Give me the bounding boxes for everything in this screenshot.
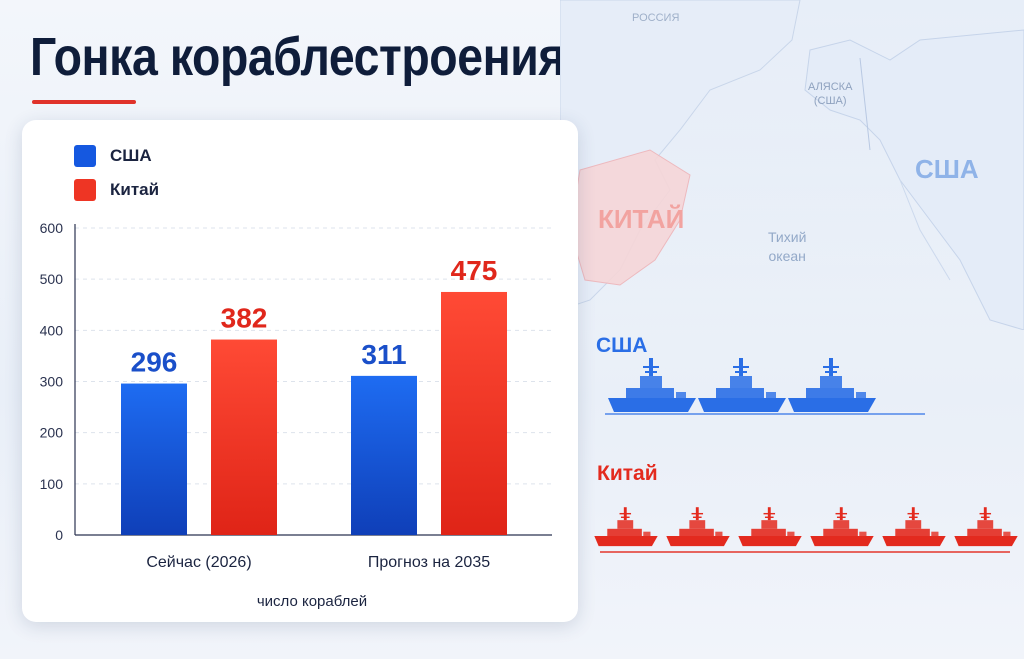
- fleet-label-usa: США: [596, 334, 648, 357]
- legend-item-china: Китай: [74, 176, 159, 204]
- y-tick-label-500: 500: [40, 271, 64, 287]
- bar-usa-0: [121, 383, 187, 535]
- y-tick-label-200: 200: [40, 425, 64, 441]
- legend-label-china: Китай: [110, 180, 160, 199]
- pacific-map: [560, 0, 1024, 330]
- data-label-usa-1: 311: [361, 339, 406, 370]
- china-ship-icon: [666, 507, 730, 547]
- y-tick-label-400: 400: [40, 322, 64, 338]
- china-ship-icon: [738, 507, 802, 547]
- alaska-border: [859, 57, 871, 151]
- data-label-china-1: 475: [451, 255, 498, 286]
- bar-china-0: [211, 339, 277, 535]
- fleet-china: [594, 507, 1018, 553]
- map-label-ocean-line2: океан: [768, 248, 806, 264]
- fleet-usa: [605, 358, 925, 415]
- china-ship-icon: [594, 507, 658, 547]
- bar-china-1: [441, 291, 507, 535]
- map-label-alaska-line1: АЛЯСКА: [808, 81, 853, 93]
- legend-swatch-china: [74, 179, 96, 201]
- legend-item-usa: США: [74, 142, 159, 170]
- north-america-land: [804, 29, 1024, 330]
- map-label-usa: США: [915, 154, 979, 184]
- title-underline: [32, 100, 136, 104]
- map-label-china: КИТАЙ: [598, 204, 685, 234]
- china-ship-icon: [954, 507, 1018, 547]
- map-label-russia: РОССИЯ: [632, 12, 680, 24]
- y-tick-label-300: 300: [40, 374, 64, 390]
- map-label-alaska-line2: (США): [813, 95, 847, 107]
- legend: США Китай: [74, 142, 159, 210]
- page-title: Гонка кораблестроения: [30, 27, 566, 87]
- data-label-china-0: 382: [221, 303, 268, 334]
- legend-swatch-usa: [74, 145, 96, 167]
- y-tick-label-100: 100: [40, 476, 64, 492]
- y-tick-label-0: 0: [55, 527, 63, 543]
- x-tick-label-1: Прогноз на 2035: [368, 554, 490, 571]
- map-label-alaska: АЛЯСКА (США): [808, 80, 852, 108]
- china-ship-icon: [810, 507, 874, 547]
- bar-usa-1: [351, 375, 417, 535]
- chart-panel: США Китай 0 100 200 300 400 500 600 296 382 Сейча…: [22, 120, 578, 622]
- y-tick-label-600: 600: [40, 220, 64, 236]
- usa-ship-icon: [698, 358, 786, 412]
- data-label-usa-0: 296: [131, 347, 178, 378]
- x-axis-label: число кораблей: [257, 593, 367, 610]
- usa-ship-icon: [608, 358, 696, 412]
- fleet-label-china: Китай: [597, 462, 658, 485]
- coast-detail: [899, 179, 951, 281]
- map-label-ocean: Тихий океан: [768, 228, 806, 266]
- usa-ship-icon: [788, 358, 876, 412]
- map-label-ocean-line1: Тихий: [768, 229, 807, 245]
- legend-label-usa: США: [110, 146, 152, 165]
- china-ship-icon: [882, 507, 946, 547]
- bar-chart: 0 100 200 300 400 500 600 296 382 Сейчас (2026) 31…: [40, 220, 552, 610]
- x-tick-label-0: Сейчас (2026): [146, 554, 251, 571]
